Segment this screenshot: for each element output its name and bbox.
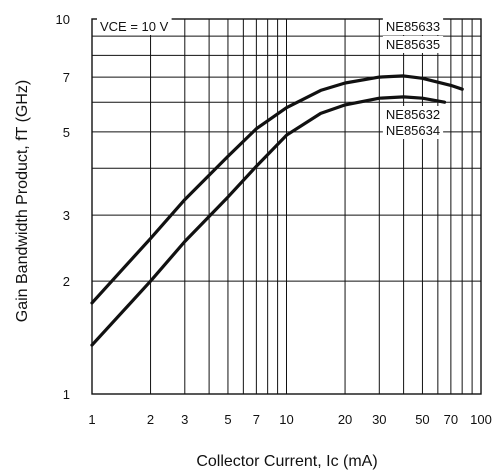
series-layer [90, 74, 464, 347]
y-tick-label: 1 [63, 387, 70, 402]
plot-frame [91, 18, 482, 395]
series-1-label-b-background [382, 36, 444, 53]
series-2-label-a-background [382, 106, 444, 123]
series-line-1 [90, 74, 464, 305]
series-2-label-a: NE85632 [386, 107, 440, 122]
x-tick-label: 50 [415, 412, 429, 427]
tick-labels: 1 2 3 5 7 10 20 30 50 70 100 1 2 3 5 7 10 [56, 12, 492, 427]
vce-annotation: VCE = 10 V [100, 19, 169, 34]
y-tick-label: 2 [63, 274, 70, 289]
series-2-label-b-background [382, 122, 444, 139]
x-tick-label: 2 [147, 412, 154, 427]
y-tick-label: 3 [63, 208, 70, 223]
y-tick-label: 7 [63, 70, 70, 85]
x-tick-label: 5 [224, 412, 231, 427]
x-tick-label: 7 [253, 412, 260, 427]
x-tick-label: 70 [444, 412, 458, 427]
x-tick-label: 3 [181, 412, 188, 427]
x-tick-label: 10 [279, 412, 293, 427]
y-axis-title: Gain Bandwidth Product, fT (GHz) [14, 80, 31, 322]
x-axis-title: Collector Current, Ic (mA) [196, 453, 377, 470]
series-2-label-b: NE85634 [386, 123, 440, 138]
series-1-label-b: NE85635 [386, 37, 440, 52]
series-1-label-a: NE85633 [386, 19, 440, 34]
x-tick-label: 20 [338, 412, 352, 427]
y-tick-label: 10 [56, 12, 70, 27]
y-tick-label: 5 [63, 125, 70, 140]
series-line-2 [90, 95, 447, 347]
x-tick-label: 100 [470, 412, 492, 427]
vce-annotation-background [97, 18, 172, 35]
grid-lines [92, 19, 481, 394]
x-tick-label: 1 [88, 412, 95, 427]
series-1-label-a-background [382, 18, 444, 35]
x-tick-label: 30 [372, 412, 386, 427]
